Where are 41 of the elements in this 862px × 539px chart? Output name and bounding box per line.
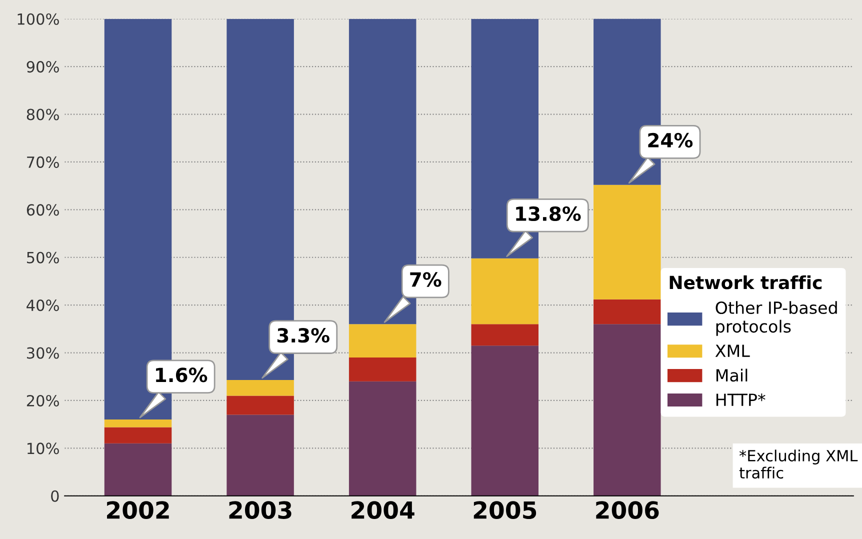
bar [348,381,416,496]
bar [226,396,294,415]
data-label: 7% [410,272,442,287]
legend-label: Mail [716,368,748,382]
y-tick-label: 70% [27,156,59,168]
y-tick-label: 30% [26,347,59,359]
y-tick-label: 50% [27,252,59,264]
bar [594,299,661,324]
y-tick-label: 0 [51,490,59,502]
bar [226,380,294,396]
x-tick-label: 2006 [596,501,659,520]
bar [226,414,294,496]
legend-label: Other IP-based protocols [716,301,837,336]
y-tick-label: 40% [26,300,59,312]
legend-label: XML [715,344,750,357]
x-tick-label: 2003 [229,501,292,520]
bar [104,427,172,444]
data-label: 1.6% [156,368,208,382]
bar [104,443,172,496]
legend-label: HTTP* [716,393,766,406]
data-label: 3.3% [277,328,330,343]
x-tick-label: 2002 [107,501,169,520]
bar [471,324,538,346]
bar [471,258,538,324]
y-tick-label: 20% [26,394,59,406]
bar [594,184,661,300]
y-tick-label: 60% [26,204,59,216]
bar [104,420,172,428]
bar [471,346,538,496]
data-label: 13.8% [516,206,581,222]
y-tick-label: 10% [28,442,59,454]
bar [348,358,416,382]
x-tick-label: 2004 [352,501,414,520]
legend-title: Network traffic [670,275,822,290]
data-label: 24% [648,132,693,148]
y-tick-label: 90% [26,61,59,73]
y-tick-label: 80% [26,108,59,120]
y-tick-label: 100% [18,13,59,25]
text: *Excluding XML traffic [739,450,858,479]
bar [348,324,416,358]
x-tick-label: 2005 [474,501,536,520]
